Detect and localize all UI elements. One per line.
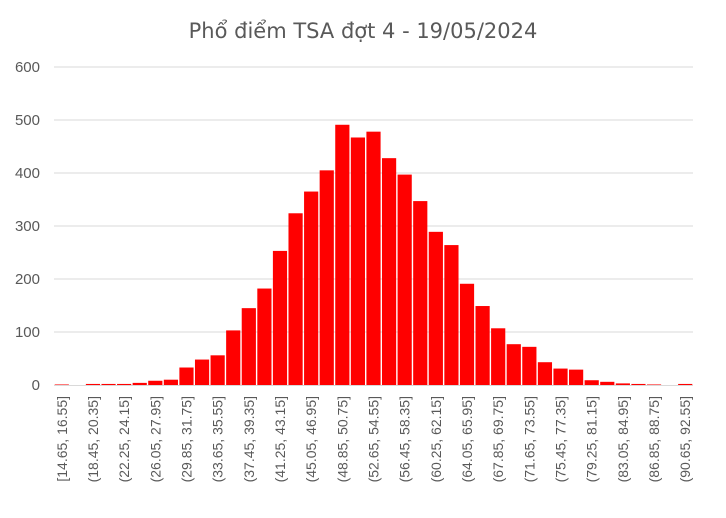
histogram-bar bbox=[210, 355, 225, 385]
histogram-bar bbox=[226, 330, 241, 385]
y-tick-label: 300 bbox=[15, 218, 40, 235]
x-tick-label: (26.05, 27.95] bbox=[147, 396, 163, 482]
histogram-bar bbox=[179, 367, 194, 385]
y-tick-label: 100 bbox=[15, 324, 40, 341]
x-tick-label: (52.65, 54.55] bbox=[366, 396, 382, 482]
x-tick-label: (71.65, 73.55] bbox=[521, 396, 537, 482]
y-tick-label: 0 bbox=[32, 377, 40, 394]
histogram-bar bbox=[444, 245, 459, 385]
histogram-bar bbox=[600, 381, 615, 385]
x-tick-label: (56.45, 58.35] bbox=[397, 396, 413, 482]
histogram-bar bbox=[678, 383, 693, 385]
histogram-bar bbox=[537, 362, 553, 385]
x-tick-label: (18.45, 20.35] bbox=[85, 396, 101, 482]
x-tick-label: (48.85, 50.75] bbox=[334, 396, 350, 482]
histogram-bar bbox=[646, 384, 662, 385]
histogram-bar bbox=[428, 231, 443, 385]
histogram-bar bbox=[132, 382, 147, 385]
y-axis-ticks: 0 100 200 300 400 500 600 bbox=[15, 59, 40, 394]
bars bbox=[54, 124, 693, 386]
histogram-bar bbox=[553, 368, 568, 385]
x-tick-label: (67.85, 69.75] bbox=[490, 396, 506, 482]
y-tick-label: 600 bbox=[15, 59, 40, 76]
histogram-bar bbox=[413, 201, 428, 385]
x-tick-label: (86.85, 88.75] bbox=[646, 396, 662, 482]
histogram-bar bbox=[615, 383, 630, 385]
x-tick-label: (83.05, 84.95] bbox=[615, 396, 631, 482]
x-tick-label: (75.45, 77.35] bbox=[553, 396, 569, 482]
y-tick-label: 400 bbox=[15, 165, 40, 182]
histogram-bar bbox=[397, 174, 412, 385]
y-tick-label: 500 bbox=[15, 112, 40, 129]
histogram-bar bbox=[101, 383, 116, 385]
x-tick-label: (64.05, 65.95] bbox=[459, 396, 475, 482]
histogram-bar bbox=[163, 379, 178, 385]
histogram-bar bbox=[335, 124, 350, 386]
histogram-bar bbox=[117, 383, 132, 385]
histogram-bar bbox=[288, 213, 303, 385]
histogram-bar bbox=[257, 288, 272, 385]
histogram-bar bbox=[631, 383, 646, 385]
x-tick-label: (29.85, 31.75] bbox=[178, 396, 194, 482]
histogram-bar bbox=[85, 383, 101, 385]
histogram-bar bbox=[381, 158, 397, 385]
histogram-bar bbox=[584, 380, 599, 385]
x-tick-label: [14.65, 16.55] bbox=[54, 396, 70, 482]
histogram-bar bbox=[194, 359, 210, 385]
histogram-bar bbox=[319, 170, 334, 385]
histogram-bar bbox=[506, 344, 521, 385]
x-tick-label: (33.65, 35.55] bbox=[210, 396, 226, 482]
histogram-bar bbox=[569, 369, 584, 385]
x-tick-label: (90.65, 92.55] bbox=[677, 396, 693, 482]
chart-title: Phổ điểm TSA đợt 4 - 19/05/2024 bbox=[189, 19, 538, 43]
histogram-bar bbox=[491, 328, 506, 385]
x-tick-label: (45.05, 46.95] bbox=[303, 396, 319, 482]
histogram-bar bbox=[241, 308, 256, 385]
x-tick-label: (79.25, 81.15] bbox=[584, 396, 600, 482]
histogram-bar bbox=[272, 250, 288, 385]
histogram-bar bbox=[54, 384, 69, 385]
x-tick-label: (37.45, 39.35] bbox=[241, 396, 257, 482]
histogram-bar bbox=[522, 346, 537, 385]
histogram-bar bbox=[459, 283, 475, 385]
histogram-bar bbox=[475, 306, 490, 385]
x-tick-label: (60.25, 62.15] bbox=[428, 396, 444, 482]
histogram-bar bbox=[304, 191, 319, 385]
histogram-bar bbox=[366, 131, 381, 385]
x-tick-label: (41.25, 43.15] bbox=[272, 396, 288, 482]
x-tick-label: (22.25, 24.15] bbox=[116, 396, 132, 482]
histogram-bar bbox=[350, 137, 366, 385]
histogram-bar bbox=[148, 380, 163, 385]
y-tick-label: 200 bbox=[15, 271, 40, 288]
x-axis-ticks: [14.65, 16.55] (18.45, 20.35] (22.25, 24.1… bbox=[54, 396, 693, 482]
